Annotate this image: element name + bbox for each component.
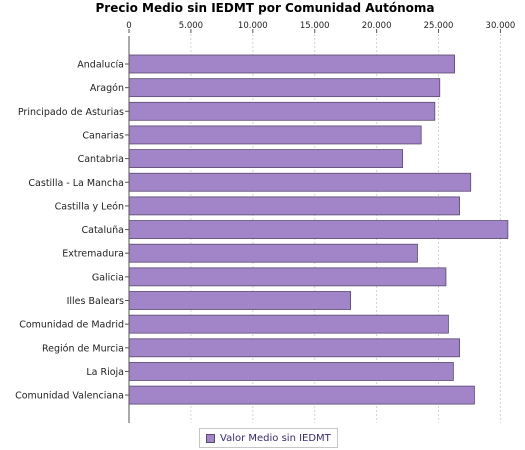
legend-swatch xyxy=(206,433,215,443)
x-tick-label: 0 xyxy=(126,21,131,31)
category-label: Andalucía xyxy=(77,60,124,71)
category-label: Aragón xyxy=(90,83,124,94)
category-label: Comunidad de Madrid xyxy=(19,320,124,331)
bar xyxy=(128,149,404,169)
category-label: Castilla y León xyxy=(55,201,124,212)
category-label: Illes Balears xyxy=(67,296,124,307)
grid-layer xyxy=(190,34,501,423)
x-tick-label: 20.000 xyxy=(362,21,392,31)
category-label: Canarias xyxy=(82,130,124,141)
category-label: La Rioja xyxy=(86,367,124,378)
bar xyxy=(128,101,436,121)
bar xyxy=(128,172,472,192)
category-label: Principado de Asturias xyxy=(18,107,124,118)
category-label: Extremadura xyxy=(62,249,124,260)
bar xyxy=(128,125,422,145)
category-label: Comunidad Valenciana xyxy=(15,391,124,402)
x-tick-label: 10.000 xyxy=(238,21,268,31)
bar xyxy=(128,267,447,287)
category-label: Cataluña xyxy=(81,225,124,236)
bar xyxy=(128,362,454,381)
legend-label: Valor Medio sin IEDMT xyxy=(220,432,331,444)
x-tick-label: 5.000 xyxy=(179,21,203,31)
category-label: Cantabria xyxy=(78,154,124,165)
bar xyxy=(128,220,509,239)
category-label: Galicia xyxy=(92,272,124,283)
bar xyxy=(128,338,460,358)
bar xyxy=(128,196,460,216)
category-labels: Andalucía Aragón Principado de Asturias Can… xyxy=(15,60,129,402)
bar xyxy=(128,243,418,263)
chart-title: Precio Medio sin IEDMT por Comunidad Aut… xyxy=(95,1,435,15)
x-tick-label: 15.000 xyxy=(300,21,330,31)
bar xyxy=(128,291,352,310)
category-label: Castilla - La Mancha xyxy=(28,178,124,189)
bar xyxy=(128,385,475,405)
bar-layer xyxy=(128,54,509,405)
legend: Valor Medio sin IEDMT xyxy=(199,428,338,448)
x-axis-ticks: 0 5.000 10.000 15.000 20.000 25.000 30.000 xyxy=(126,21,515,33)
bar xyxy=(128,314,449,334)
x-tick-label: 30.000 xyxy=(486,21,516,31)
x-tick-label: 25.000 xyxy=(424,21,454,31)
category-label: Región de Murcia xyxy=(42,343,124,354)
bar xyxy=(128,78,441,98)
bar xyxy=(128,54,456,74)
